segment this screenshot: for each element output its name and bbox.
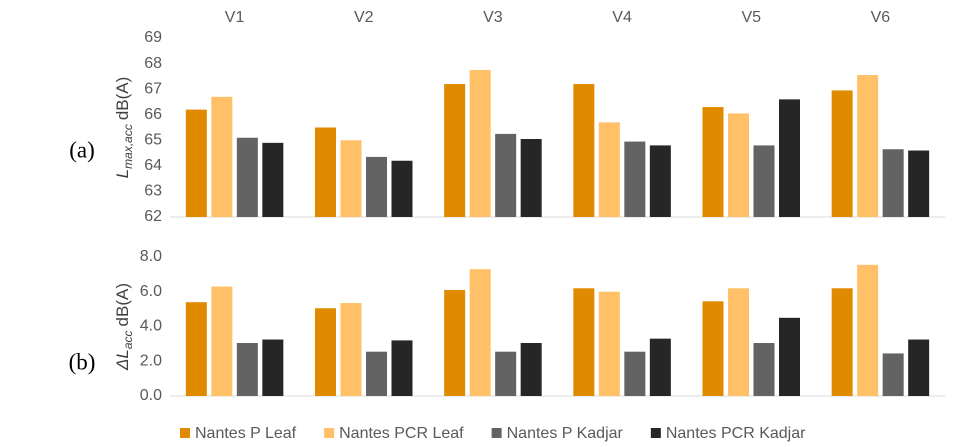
bar	[573, 84, 595, 218]
y-label-subscript: acc	[121, 330, 135, 349]
bar	[908, 339, 930, 396]
y-tick-label: 66	[144, 106, 162, 123]
bar	[779, 317, 800, 396]
bar	[624, 141, 646, 217]
bar	[444, 84, 466, 218]
y-tick-label: 2.0	[140, 352, 162, 369]
bar	[882, 149, 904, 217]
bar	[649, 338, 671, 396]
bar	[702, 301, 724, 396]
bar	[882, 353, 904, 396]
bar	[520, 343, 542, 396]
y-tick-label: 68	[144, 55, 162, 72]
bar	[779, 99, 800, 217]
bar	[262, 339, 284, 396]
bar	[495, 351, 517, 396]
bar	[236, 343, 258, 396]
bar	[831, 90, 853, 217]
bar	[857, 75, 879, 217]
category-label: V4	[612, 9, 632, 26]
bar	[573, 288, 595, 396]
bar	[340, 140, 362, 217]
bar	[185, 302, 207, 396]
y-tick-label: 63	[144, 183, 162, 200]
y-axis-label: Lmax,acc dB(A)	[113, 77, 135, 179]
bar	[857, 264, 879, 396]
bar	[753, 145, 775, 217]
bar	[598, 291, 620, 396]
legend-label: Nantes PCR Leaf	[339, 425, 464, 442]
bar	[469, 69, 491, 217]
panel-label: (b)	[69, 349, 96, 374]
bar	[391, 160, 413, 217]
y-label-unit: dB(A)	[113, 77, 132, 120]
y-tick-label: 8.0	[140, 248, 162, 265]
legend-swatch	[491, 428, 502, 438]
legend-swatch	[650, 428, 661, 438]
legend-label: Nantes P Kadjar	[507, 425, 624, 442]
category-label: V2	[354, 9, 374, 26]
legend-label: Nantes P Leaf	[195, 425, 297, 442]
y-label-symbol: L	[113, 169, 132, 178]
bar	[211, 286, 233, 396]
bar	[598, 122, 620, 217]
bar	[831, 288, 853, 396]
bar	[753, 343, 775, 396]
bar	[649, 145, 671, 217]
y-tick-label: 62	[144, 208, 162, 225]
y-axis-label: ΔLacc dB(A)	[113, 283, 135, 371]
panel-label: (a)	[69, 137, 95, 162]
category-label: V6	[871, 9, 891, 26]
bar	[520, 139, 542, 217]
category-label: V1	[225, 9, 245, 26]
y-tick-label: 4.0	[140, 318, 162, 335]
bar	[908, 150, 930, 217]
bar	[236, 137, 258, 217]
bar	[315, 308, 336, 396]
bar	[495, 133, 517, 217]
y-tick-label: 64	[144, 157, 162, 174]
y-tick-label: 69	[144, 29, 162, 46]
y-tick-label: 6.0	[140, 283, 162, 300]
bar	[728, 113, 749, 217]
bar	[315, 127, 336, 217]
legend-swatch	[180, 428, 190, 438]
bar	[340, 303, 362, 396]
bar	[211, 96, 233, 217]
bar	[262, 142, 284, 217]
bar	[391, 340, 413, 396]
legend-swatch	[324, 428, 335, 438]
legend-label: Nantes PCR Kadjar	[666, 425, 806, 442]
bar	[624, 351, 646, 396]
y-label-symbol: ΔL	[113, 349, 132, 371]
y-label-subscript: max,acc	[121, 124, 135, 169]
bar	[366, 156, 387, 217]
bar	[702, 107, 724, 217]
category-label: V3	[483, 9, 503, 26]
bar	[444, 290, 466, 396]
bar	[185, 109, 207, 217]
bar	[728, 288, 749, 396]
category-label: V5	[741, 9, 761, 26]
y-tick-label: 65	[144, 132, 162, 149]
bar	[469, 269, 491, 396]
y-tick-label: 67	[144, 80, 162, 97]
bar	[366, 351, 387, 396]
y-tick-label: 0.0	[140, 387, 162, 404]
y-label-unit: dB(A)	[113, 283, 132, 326]
